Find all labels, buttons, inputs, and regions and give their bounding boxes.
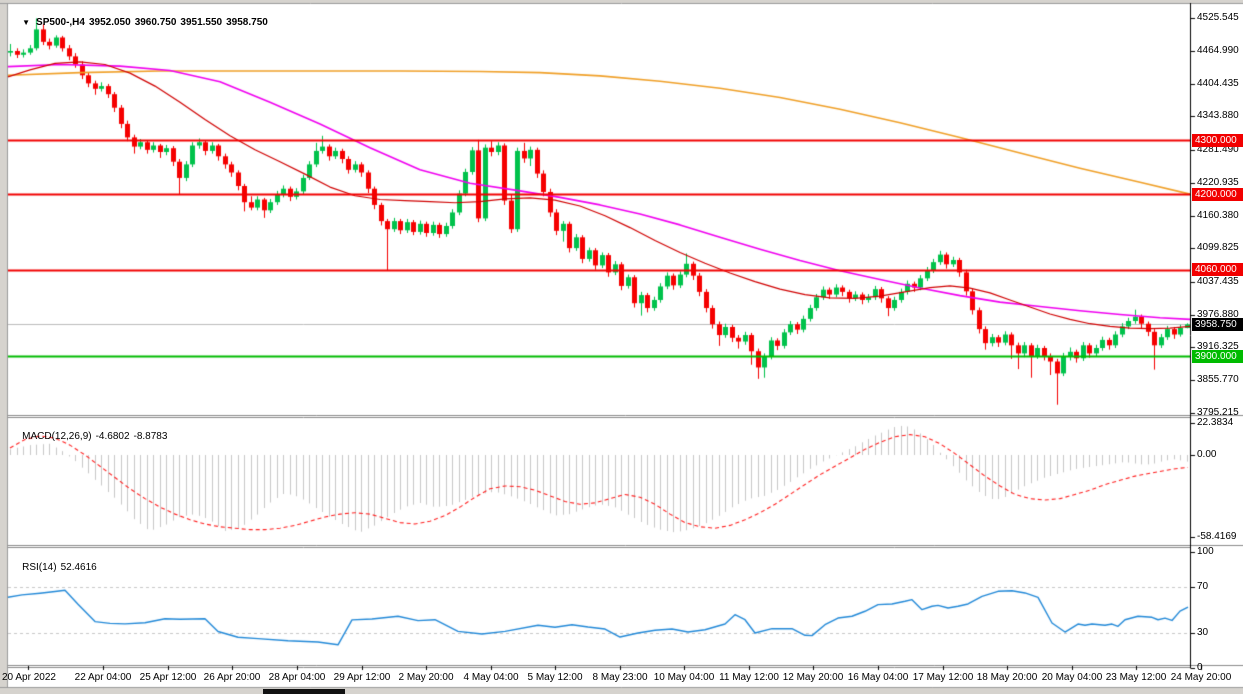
price-axis-label: 4281.490 [1197, 144, 1239, 156]
date-axis-label: 20 May 04:00 [1041, 672, 1103, 683]
date-axis-label: 16 May 04:00 [847, 672, 909, 683]
macd-axis-label: 0.00 [1197, 449, 1217, 460]
macd-indicator-label: MACD(12,26,9) -4.6802 -8.8783 [11, 420, 171, 453]
macd-label: MACD(12,26,9) [22, 431, 92, 442]
ohlc-open: 3952.050 [88, 17, 131, 28]
macd-axis-label: 22.3834 [1197, 417, 1234, 429]
symbol-dropdown-icon[interactable]: ▼ [22, 18, 31, 27]
date-axis-label: 11 May 12:00 [719, 672, 779, 683]
date-axis-label: 22 Apr 04:00 [74, 672, 132, 683]
price-axis-label: 4525.545 [1197, 12, 1239, 24]
date-axis-label: 4 May 04:00 [463, 672, 519, 683]
hline-price-badge-3900.000[interactable]: 3900.000 [1192, 349, 1243, 363]
date-axis-label: 28 Apr 04:00 [268, 672, 326, 683]
date-axis-label: 18 May 20:00 [976, 672, 1038, 683]
rsi-axis-label: 70 [1197, 580, 1209, 592]
price-axis-label: 3795.215 [1197, 406, 1239, 418]
macd-value-main: -4.6802 [95, 431, 130, 442]
price-axis-label: 4037.435 [1197, 275, 1239, 287]
current-price-badge: 3958.750 [1192, 317, 1243, 331]
price-axis-label: 4099.825 [1197, 242, 1239, 254]
hline-price-badge-4200.000[interactable]: 4200.000 [1192, 187, 1243, 201]
price-axis-label: 3916.325 [1197, 341, 1239, 353]
rsi-axis-label: 0 [1197, 662, 1203, 673]
macd-axis-label: -58.4169 [1197, 531, 1237, 543]
price-axis-label: 4160.380 [1197, 209, 1239, 221]
date-axis-label: 12 May 20:00 [782, 672, 844, 683]
ohlc-low: 3951.550 [180, 17, 223, 28]
date-axis-label: 10 May 04:00 [653, 672, 715, 683]
price-axis-label: 3855.770 [1197, 374, 1239, 385]
bottom-window-fragment [263, 689, 345, 694]
chart-title-bar: ▼ SP500-,H4 3952.050 3960.750 3951.550 3958.7… [11, 6, 272, 39]
date-axis-label: 29 Apr 12:00 [333, 672, 391, 683]
date-axis-label: 25 Apr 12:00 [139, 672, 197, 683]
ohlc-close: 3958.750 [226, 17, 268, 28]
date-axis-label: 23 May 12:00 [1105, 672, 1167, 683]
date-axis-label: 24 May 20:00 [1170, 672, 1232, 683]
hline-price-badge-4300.000[interactable]: 4300.000 [1192, 133, 1243, 147]
rsi-label: RSI(14) [22, 562, 57, 573]
date-axis-label: 5 May 12:00 [527, 672, 583, 683]
date-axis-label: 17 May 12:00 [912, 672, 974, 683]
date-axis-label: 20 Apr 2022 [2, 672, 56, 683]
rsi-indicator-label: RSI(14) 52.4616 [11, 551, 101, 584]
price-axis-label: 4343.880 [1197, 110, 1239, 122]
price-axis-label: 4464.990 [1197, 45, 1239, 56]
date-axis-label: 2 May 20:00 [398, 672, 454, 683]
rsi-axis-label: 100 [1197, 546, 1214, 557]
macd-value-signal: -8.8783 [133, 431, 168, 442]
rsi-value: 52.4616 [60, 562, 97, 573]
date-axis-label: 26 Apr 20:00 [203, 672, 261, 683]
symbol-name: SP500-,H4 [36, 17, 85, 28]
date-axis-label: 8 May 23:00 [592, 672, 648, 683]
price-axis-label: 4220.935 [1197, 176, 1239, 188]
ohlc-high: 3960.750 [134, 17, 177, 28]
hline-price-badge-4060.000[interactable]: 4060.000 [1192, 263, 1243, 277]
price-axis-label: 3976.880 [1197, 308, 1239, 320]
price-axis-label: 4404.435 [1197, 77, 1239, 89]
rsi-axis-label: 30 [1197, 627, 1209, 639]
